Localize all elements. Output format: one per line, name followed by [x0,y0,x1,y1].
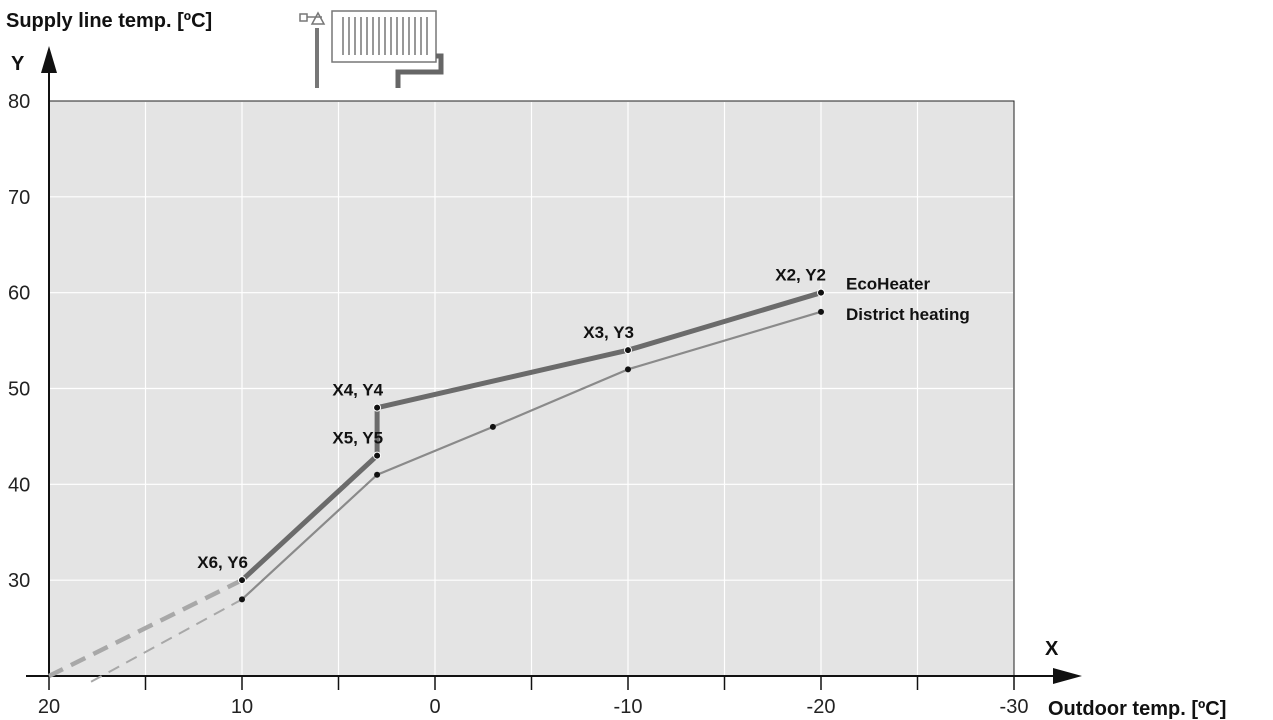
x-tick-label: 10 [231,696,253,718]
data-point [239,596,245,603]
series-extension-dashed [47,578,244,679]
point-label: X2, Y2 [775,266,826,285]
x-tick-label: -20 [807,696,836,718]
series-label: District heating [846,305,970,324]
x-tick-label: 20 [38,696,60,718]
y-tick-label: 60 [8,283,30,305]
y-tick-label: 40 [8,474,30,496]
data-point [817,288,825,297]
point-label: X3, Y3 [583,323,634,342]
y-axis-letter: Y [11,53,25,75]
series-label: EcoHeater [846,275,930,294]
data-point [373,451,382,460]
data-point [489,423,496,430]
point-label: X4, Y4 [332,381,383,400]
radiator-with-valve-icon [299,10,444,88]
series-extension-dashed [87,598,243,685]
x-tick-label: -10 [614,696,643,718]
data-point [624,346,632,355]
x-axis-letter: X [1045,638,1059,660]
y-axis-title: Supply line temp. [ºC] [6,10,212,32]
x-tick-label: -30 [1000,696,1029,718]
y-tick-label: 80 [8,91,30,113]
y-tick-label: 50 [8,379,30,401]
point-label: X5, Y5 [332,429,383,448]
y-axis-arrow [41,46,57,73]
y-tick-label: 30 [8,570,30,592]
data-point [818,308,824,315]
data-point [238,576,246,585]
data-point [625,366,631,373]
x-axis-arrow [1053,668,1082,684]
data-point [373,403,382,412]
x-axis-title: Outdoor temp. [ºC] [1048,698,1226,720]
data-point [374,471,381,478]
y-tick-label: 70 [8,187,30,209]
x-tick-label: 0 [429,696,440,718]
point-label: X6, Y6 [197,553,248,572]
